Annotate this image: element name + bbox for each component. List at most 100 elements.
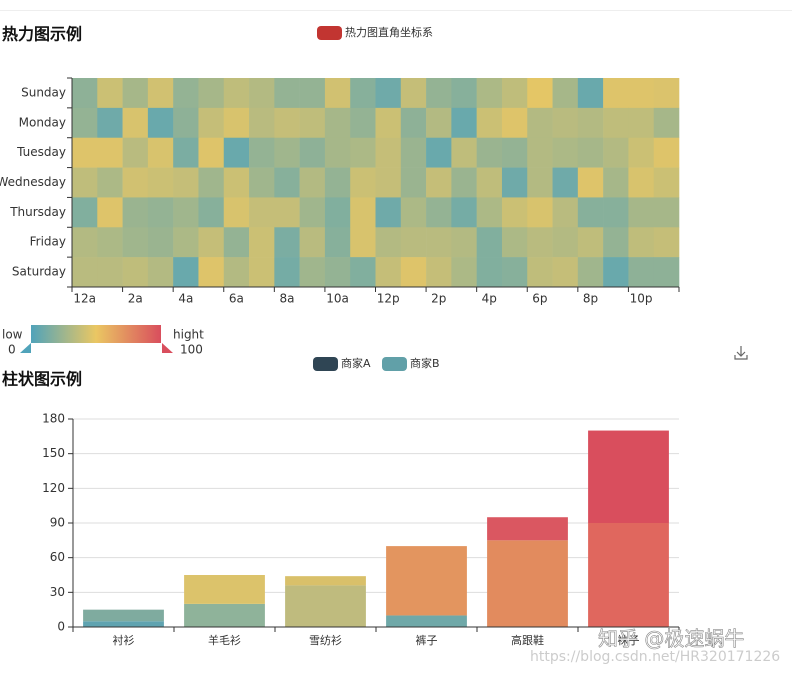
x-tick-label: 4a <box>178 292 193 306</box>
heat-cell <box>603 137 629 168</box>
visual-map-low: low <box>2 328 23 342</box>
heat-cell <box>501 137 528 168</box>
heat-cell <box>552 257 579 288</box>
heat-cell <box>299 167 326 198</box>
x-tick-label: 10p <box>630 292 653 306</box>
heat-cell <box>653 137 680 168</box>
heat-cell <box>97 197 123 228</box>
watermark: 知乎 @极速蜗牛 <box>598 627 744 651</box>
heat-cell <box>249 107 275 139</box>
y-tick-label: 150 <box>42 446 65 460</box>
heat-cell <box>122 107 149 139</box>
heat-cell <box>501 167 528 198</box>
heat-cell <box>628 78 655 109</box>
heat-cell <box>451 167 477 198</box>
visual-map-min: 0 <box>8 343 16 357</box>
heat-cell <box>350 137 376 168</box>
heat-cell <box>451 78 477 109</box>
heat-cell <box>476 257 503 288</box>
heat-cell <box>476 197 503 228</box>
heat-cell <box>501 257 528 288</box>
visual-map-handle <box>20 343 31 353</box>
heat-cell <box>628 167 655 198</box>
y-tick-label: 90 <box>50 516 65 530</box>
bar <box>386 546 467 616</box>
heat-cell <box>223 257 250 288</box>
heat-cell <box>324 167 351 198</box>
heat-cell <box>400 257 427 288</box>
heat-cell <box>476 137 503 168</box>
heat-cell <box>375 137 402 168</box>
heat-cell <box>324 227 351 258</box>
x-tick-label: 高跟鞋 <box>511 633 544 647</box>
bar <box>184 603 265 627</box>
heat-cell <box>299 227 326 258</box>
heat-cell <box>198 167 225 198</box>
heat-cell <box>173 197 199 228</box>
heat-cell <box>72 227 98 258</box>
x-tick-label: 6a <box>229 292 244 306</box>
y-tick-label: Friday <box>30 235 66 249</box>
x-tick-label: 裤子 <box>416 633 438 647</box>
visual-map-bar <box>31 325 161 343</box>
heat-cell <box>249 167 275 198</box>
heat-cell <box>653 167 680 198</box>
bar <box>184 575 265 604</box>
heat-cell <box>147 107 174 139</box>
heat-cell <box>350 107 376 139</box>
heat-cell <box>577 167 604 198</box>
heat-cell <box>451 257 477 288</box>
heat-cell <box>628 257 655 288</box>
heat-cell <box>375 257 402 288</box>
bar <box>588 430 669 523</box>
heat-cell <box>628 227 655 258</box>
heat-cell <box>350 257 376 288</box>
heat-cell <box>274 107 300 139</box>
heat-cell <box>476 167 503 198</box>
heat-cell <box>426 107 452 139</box>
bar <box>386 615 467 627</box>
y-tick-label: 60 <box>50 550 65 564</box>
heat-cell <box>198 257 225 288</box>
heat-cell <box>173 107 199 139</box>
x-tick-label: 袜子 <box>618 633 640 647</box>
download-icon[interactable] <box>734 346 748 360</box>
heat-cell <box>274 78 300 109</box>
y-tick-label: 120 <box>42 481 65 495</box>
heat-cell <box>603 167 629 198</box>
heat-cell <box>147 257 174 288</box>
download-glyph <box>734 346 748 360</box>
heat-cell <box>223 227 250 258</box>
heat-cell <box>299 78 326 109</box>
heat-cell <box>577 257 604 288</box>
heat-cell <box>97 137 123 168</box>
heat-cell <box>173 227 199 258</box>
heat-cell <box>603 197 629 228</box>
heat-cell <box>173 78 199 109</box>
heat-cell <box>223 78 250 109</box>
heat-cell <box>350 227 376 258</box>
heat-cell <box>400 137 427 168</box>
heat-cell <box>72 257 98 288</box>
heat-cell <box>527 167 553 198</box>
heat-cell <box>400 197 427 228</box>
x-tick-label: 12p <box>377 292 400 306</box>
heat-cell <box>350 78 376 109</box>
y-tick-label: 30 <box>50 585 65 599</box>
heat-cell <box>653 227 680 258</box>
heat-cell <box>147 167 174 198</box>
heat-cell <box>628 137 655 168</box>
heat-cell <box>198 78 225 109</box>
heat-cell <box>350 197 376 228</box>
heat-cell <box>72 78 98 109</box>
heat-cell <box>324 197 351 228</box>
heat-cell <box>577 137 604 168</box>
heat-cell <box>577 227 604 258</box>
legend-label: 热力图直角坐标系 <box>345 25 433 39</box>
heat-cell <box>223 107 250 139</box>
heat-cell <box>198 197 225 228</box>
bar <box>83 621 164 627</box>
bar <box>588 523 669 627</box>
heat-cell <box>426 78 452 109</box>
